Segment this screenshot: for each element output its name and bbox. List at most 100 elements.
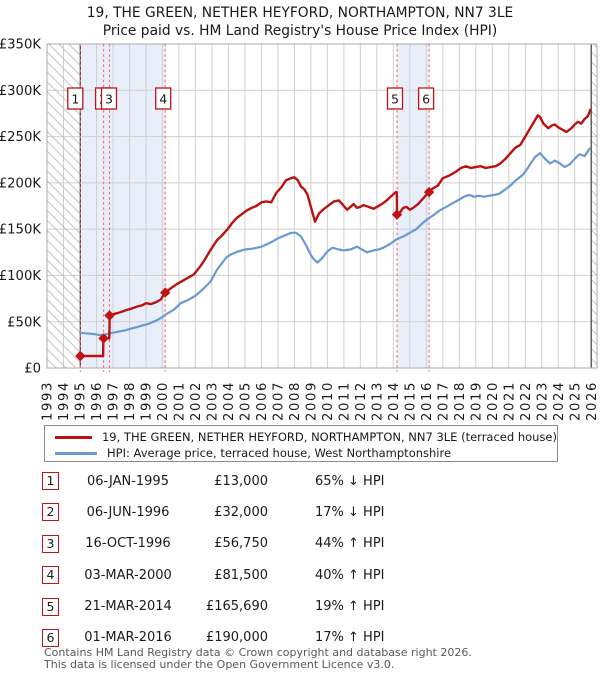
sale-row-3: 3 16-OCT-1996 £56,750 44% ↑ HPI (0, 534, 600, 553)
price-paid-legend-label: 19, THE GREEN, NETHER HEYFORD, NORTHAMPT… (101, 430, 557, 444)
sale-price: £81,500 (214, 567, 268, 583)
svg-text:2013: 2013 (371, 381, 386, 421)
svg-text:2007: 2007 (272, 381, 287, 421)
svg-text:2019: 2019 (470, 381, 485, 421)
svg-text:2025: 2025 (568, 381, 583, 421)
legend-row-hpi: HPI: Average price, terraced house, West… (51, 445, 557, 461)
svg-text:2020: 2020 (486, 381, 501, 421)
sale-date: 06-JAN-1995 (87, 473, 169, 489)
sale-date: 01-MAR-2016 (84, 630, 172, 646)
svg-text:£250K: £250K (0, 130, 41, 145)
svg-text:2005: 2005 (239, 381, 254, 421)
svg-text:2002: 2002 (189, 381, 204, 421)
sale-row-5: 5 21-MAR-2014 £165,690 19% ↑ HPI (0, 597, 600, 616)
svg-text:2003: 2003 (206, 381, 221, 421)
page-title-line2: Price paid vs. HM Land Registry's House … (102, 23, 498, 39)
sale-marker (98, 333, 109, 344)
page-title: 19, THE GREEN, NETHER HEYFORD, NORTHAMPT… (0, 4, 600, 40)
svg-text:2018: 2018 (453, 381, 468, 421)
svg-text:2021: 2021 (503, 381, 518, 421)
sale-hpi-relation: 19% ↑ HPI (315, 599, 385, 615)
hpi-legend-label: HPI: Average price, terraced house, West… (107, 446, 452, 460)
svg-text:2001: 2001 (173, 381, 188, 421)
sale-row-2: 2 06-JUN-1996 £32,000 17% ↓ HPI (0, 503, 600, 522)
svg-text:2014: 2014 (387, 381, 402, 421)
price-history-chart: 123456£0£50K£100K£150K£200K£250K£300K£35… (0, 38, 600, 421)
svg-text:1994: 1994 (57, 381, 72, 421)
svg-text:£350K: £350K (0, 38, 41, 53)
legend-row-price-paid: 19, THE GREEN, NETHER HEYFORD, NORTHAMPT… (51, 429, 557, 445)
svg-text:1: 1 (71, 92, 79, 107)
svg-text:1998: 1998 (123, 381, 138, 421)
svg-text:2023: 2023 (536, 381, 551, 421)
svg-text:2012: 2012 (354, 381, 369, 421)
svg-text:2004: 2004 (222, 381, 237, 421)
sale-hpi-relation: 17% ↑ HPI (315, 630, 385, 646)
svg-text:1995: 1995 (74, 381, 89, 421)
sale-number-badge: 6 (42, 628, 59, 647)
license-note: Contains HM Land Registry data © Crown c… (44, 647, 472, 670)
sale-number-badge: 5 (42, 597, 59, 616)
sale-price: £13,000 (214, 473, 268, 489)
sale-marker (423, 186, 435, 198)
svg-text:2017: 2017 (437, 381, 452, 421)
svg-text:2009: 2009 (305, 381, 320, 421)
sale-number-badge: 4 (42, 566, 59, 585)
sale-number-badge: 2 (42, 503, 59, 522)
sale-hpi-relation: 40% ↑ HPI (315, 567, 385, 583)
sales-table: 1 06-JAN-1995 £13,000 65% ↓ HPI 2 06-JUN… (0, 472, 600, 660)
svg-text:1997: 1997 (107, 381, 122, 421)
sale-row-6: 6 01-MAR-2016 £190,000 17% ↑ HPI (0, 628, 600, 647)
sale-price: £190,000 (205, 630, 268, 646)
sale-marker (160, 287, 171, 298)
sale-price: £165,690 (205, 599, 268, 615)
sale-row-4: 4 03-MAR-2000 £81,500 40% ↑ HPI (0, 566, 600, 585)
svg-text:6: 6 (422, 92, 430, 107)
svg-text:2016: 2016 (420, 381, 435, 421)
sale-marker (104, 310, 115, 321)
hpi-line-swatch (55, 451, 97, 455)
page-title-line1: 19, THE GREEN, NETHER HEYFORD, NORTHAMPT… (86, 5, 514, 21)
svg-text:£200K: £200K (0, 177, 41, 192)
svg-text:1993: 1993 (41, 381, 56, 421)
svg-text:2011: 2011 (338, 381, 353, 421)
price_paid-line (79, 108, 592, 358)
sale-price: £32,000 (214, 504, 268, 520)
sale-number-badge: 3 (42, 534, 59, 553)
svg-text:5: 5 (391, 92, 399, 107)
svg-text:2000: 2000 (156, 381, 171, 421)
svg-text:4: 4 (159, 92, 167, 107)
hpi-line (79, 147, 591, 337)
svg-text:2010: 2010 (321, 381, 336, 421)
sale-hpi-relation: 65% ↓ HPI (315, 473, 385, 489)
svg-text:1996: 1996 (90, 381, 105, 421)
chart-legend: 19, THE GREEN, NETHER HEYFORD, NORTHAMPT… (44, 425, 558, 462)
svg-text:2008: 2008 (288, 381, 303, 421)
svg-text:1999: 1999 (140, 381, 155, 421)
sale-date: 16-OCT-1996 (85, 536, 171, 552)
svg-text:2024: 2024 (552, 381, 567, 421)
svg-text:£300K: £300K (0, 84, 41, 99)
svg-text:£0: £0 (24, 362, 41, 377)
svg-text:2015: 2015 (404, 381, 419, 421)
sale-price: £56,750 (214, 536, 268, 552)
sale-date: 06-JUN-1996 (86, 504, 170, 520)
sale-marker (75, 350, 86, 362)
sale-row-1: 1 06-JAN-1995 £13,000 65% ↓ HPI (0, 472, 600, 490)
license-line2: This data is licensed under the Open Gov… (44, 657, 395, 671)
svg-text:2026: 2026 (585, 381, 600, 421)
license-line1: Contains HM Land Registry data © Crown c… (44, 646, 472, 659)
svg-text:3: 3 (105, 92, 113, 107)
svg-text:£150K: £150K (0, 223, 41, 238)
sale-hpi-relation: 44% ↑ HPI (315, 536, 385, 552)
price-paid-line-swatch (55, 435, 92, 439)
sale-date: 21-MAR-2014 (84, 599, 172, 615)
sale-marker (391, 209, 403, 220)
svg-text:2022: 2022 (519, 381, 534, 421)
svg-text:£100K: £100K (0, 269, 41, 284)
sale-number-badge: 1 (42, 472, 59, 490)
sale-date: 03-MAR-2000 (84, 567, 172, 583)
sale-hpi-relation: 17% ↓ HPI (315, 504, 385, 520)
svg-text:2006: 2006 (255, 381, 270, 421)
